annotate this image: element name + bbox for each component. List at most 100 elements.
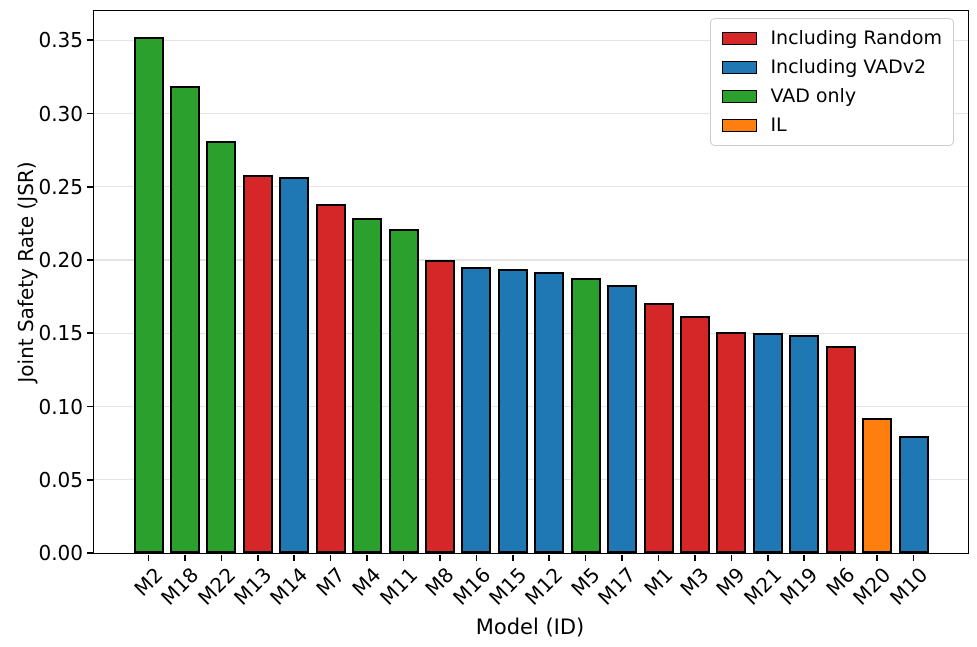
y-tick-0.35 <box>86 39 93 42</box>
y-tick-label-0.15: 0.15 <box>38 321 83 346</box>
x-tick-m9 <box>730 554 733 561</box>
x-tick-m8 <box>439 554 441 561</box>
bar-m4 <box>352 217 383 553</box>
gridline-0.05 <box>94 479 968 481</box>
x-tick-label-text-m19: M19 <box>775 562 823 610</box>
x-tick-m17 <box>621 554 623 561</box>
x-tick-label-text-m16: M16 <box>447 562 495 610</box>
y-tick-0.20 <box>86 259 93 261</box>
legend-label-including-random: Including Random <box>770 27 942 49</box>
bar-m13 <box>242 175 273 553</box>
x-tick-m6 <box>839 554 842 561</box>
y-tick-label-0.10: 0.10 <box>38 394 83 419</box>
x-tick-m10 <box>912 554 915 561</box>
legend-label-vad-only: VAD only <box>770 84 857 107</box>
bar-m15 <box>497 268 528 553</box>
x-tick-label-text-m17: M17 <box>593 562 641 610</box>
gridline-0.25 <box>94 186 968 188</box>
x-axis-label: Model (ID) <box>475 615 585 639</box>
y-tick-label-0.00: 0.00 <box>38 541 83 565</box>
x-tick-label-text-m13: M13 <box>229 562 277 610</box>
bar-m9 <box>716 331 747 553</box>
bar-m14 <box>279 176 310 553</box>
x-tick-m7 <box>329 554 332 561</box>
gridline-0.35 <box>94 39 968 41</box>
x-tick-label-text-m15: M15 <box>484 562 532 610</box>
bar-m5 <box>570 277 601 553</box>
x-tick-label-text-m12: M12 <box>520 562 568 610</box>
y-tick-label-0.25: 0.25 <box>38 174 83 199</box>
gridline-0.10 <box>94 405 968 408</box>
bar-m1 <box>643 302 674 553</box>
bar-m8 <box>424 260 455 553</box>
legend-row-il: IL <box>722 113 942 136</box>
x-tick-m1 <box>657 554 660 561</box>
y-tick-0.10 <box>86 405 93 408</box>
gridline-0.20 <box>94 259 968 261</box>
x-tick-m19 <box>803 554 805 561</box>
x-tick-label-text-m7: M7 <box>311 562 350 601</box>
x-tick-label-text-m10: M10 <box>884 562 933 610</box>
y-tick-0.15 <box>86 332 93 335</box>
x-tick-label-text-m1: M1 <box>638 562 678 601</box>
y-tick-label-0.35: 0.35 <box>38 28 83 53</box>
bar-m2 <box>133 37 164 553</box>
y-tick-label-0.05: 0.05 <box>38 467 83 492</box>
x-tick-m5 <box>584 554 587 561</box>
y-tick-label-0.30: 0.30 <box>38 101 83 126</box>
x-tick-m12 <box>548 554 550 561</box>
bar-m7 <box>315 204 346 553</box>
gridline-0.15 <box>94 332 968 334</box>
x-tick-m22 <box>220 554 223 561</box>
x-tick-label-text-m3: M3 <box>675 562 714 601</box>
bar-m6 <box>825 346 856 553</box>
legend-swatch-including-vadv2 <box>722 60 758 74</box>
legend-swatch-including-random <box>722 31 758 45</box>
x-tick-m18 <box>184 554 186 561</box>
bar-m21 <box>752 333 783 553</box>
x-tick-m13 <box>256 554 259 561</box>
legend-row-including-random: Including Random <box>722 28 942 49</box>
x-tick-m14 <box>293 554 295 561</box>
plot-area: 0.00 0.05 0.10 0.15 0.20 0.25 0.30 0.35 M2 M18 M22… <box>38 10 969 610</box>
y-tick-label-0.20: 0.20 <box>38 248 83 273</box>
legend: Including Random Including VADv2 VAD only I… <box>710 18 954 146</box>
x-tick-m20 <box>876 554 878 561</box>
x-tick-m2 <box>147 554 150 561</box>
bar-m17 <box>607 284 638 553</box>
y-tick-0.30 <box>86 112 93 115</box>
bar-m12 <box>534 271 565 553</box>
y-axis-label: Joint Safety Rate (JSR) <box>14 161 38 383</box>
bar-m18 <box>169 85 200 553</box>
legend-row-vad-only: VAD only <box>722 84 942 107</box>
x-tick-m21 <box>766 554 769 561</box>
legend-swatch-vad-only <box>722 89 758 103</box>
bar-m16 <box>461 267 492 553</box>
bar-m19 <box>789 334 820 553</box>
x-tick-m16 <box>475 554 478 561</box>
bar-m3 <box>679 315 710 553</box>
x-tick-label-text-m14: M14 <box>265 562 313 610</box>
x-tick-label-text-m20: M20 <box>848 562 896 610</box>
bar-m10 <box>898 435 929 553</box>
bar-m11 <box>388 229 419 553</box>
legend-label-including-vadv2: Including VADv2 <box>770 55 927 78</box>
x-tick-label-text-m11: M11 <box>374 562 423 610</box>
y-tick-0.05 <box>86 478 93 481</box>
legend-row-including-vadv2: Including VADv2 <box>722 55 942 78</box>
x-tick-m3 <box>694 554 696 561</box>
y-tick-0.00 <box>86 552 93 554</box>
x-tick-m4 <box>366 554 368 561</box>
x-tick-label-text-m21: M21 <box>739 562 787 610</box>
bar-m20 <box>862 418 893 553</box>
x-tick-m15 <box>511 554 514 561</box>
x-tick-label-text-m22: M22 <box>192 562 240 610</box>
gridline-0.30 <box>94 112 968 115</box>
legend-label-il: IL <box>770 113 787 136</box>
y-tick-0.25 <box>86 185 93 188</box>
bar-m22 <box>206 141 237 553</box>
legend-swatch-il <box>722 118 758 132</box>
x-tick-label-text-m18: M18 <box>156 562 204 610</box>
x-tick-m11 <box>402 554 405 561</box>
